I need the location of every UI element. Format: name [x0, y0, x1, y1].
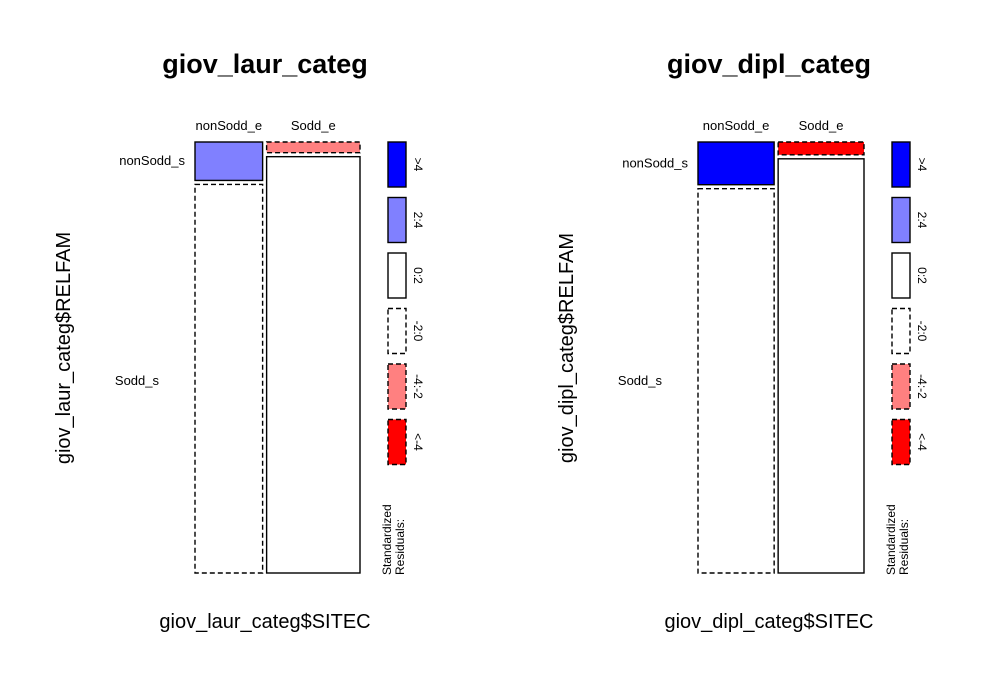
legend-label: 2:4 — [411, 212, 425, 229]
chart-title: giov_laur_categ — [162, 49, 368, 79]
legend-swatch — [387, 418, 407, 466]
legend-label: <-4 — [411, 433, 425, 451]
legend-swatch — [891, 418, 911, 466]
mosaic-cell — [777, 141, 865, 156]
legend-title: Standardized — [380, 504, 394, 575]
mosaic-cell — [697, 187, 775, 574]
legend-swatch — [891, 196, 911, 244]
y-axis-label: giov_laur_categ$RELFAM — [53, 232, 75, 464]
legend-label: -2:0 — [411, 321, 425, 342]
legend-swatch — [387, 252, 407, 299]
legend-label: 2:4 — [915, 212, 929, 229]
legend-label: 0:2 — [915, 267, 929, 284]
legend-label: >4 — [915, 158, 929, 172]
x-category-label: nonSodd_e — [196, 118, 263, 133]
legend-swatch — [891, 363, 911, 410]
legend-label: -4:-2 — [411, 374, 425, 399]
x-category-label: Sodd_e — [291, 118, 336, 133]
y-category-label: nonSodd_s — [622, 155, 688, 170]
x-category-label: nonSodd_e — [703, 118, 770, 133]
legend-swatch — [387, 307, 407, 355]
legend-label: -2:0 — [915, 321, 929, 342]
mosaic-cell — [194, 183, 264, 574]
y-axis-label: giov_dipl_categ$RELFAM — [556, 233, 578, 463]
legend-swatch — [387, 196, 407, 244]
mosaic-cell — [697, 141, 775, 186]
legend-label: >4 — [411, 158, 425, 172]
mosaic-cell — [777, 158, 865, 574]
x-axis-label: giov_dipl_categ$SITEC — [664, 611, 873, 633]
legend-swatch — [387, 141, 407, 188]
legend-swatch — [891, 307, 911, 355]
x-axis-label: giov_laur_categ$SITEC — [159, 611, 370, 633]
legend-swatch — [891, 141, 911, 188]
legend-title: Residuals: — [393, 519, 407, 575]
legend-label: -4:-2 — [915, 374, 929, 399]
legend-title: Residuals: — [897, 519, 911, 575]
chart-title: giov_dipl_categ — [667, 49, 871, 79]
legend-swatch — [891, 252, 911, 299]
legend-title: Standardized — [884, 504, 898, 575]
legend-swatch — [387, 363, 407, 410]
mosaic-cell — [265, 141, 361, 154]
y-category-label: Sodd_s — [618, 373, 663, 388]
legend-label: <-4 — [915, 433, 929, 451]
x-category-label: Sodd_e — [799, 118, 844, 133]
legend-label: 0:2 — [411, 267, 425, 284]
y-category-label: nonSodd_s — [119, 153, 185, 168]
y-category-label: Sodd_s — [115, 373, 160, 388]
mosaic-cell — [194, 141, 264, 182]
mosaic-cell — [265, 155, 361, 574]
